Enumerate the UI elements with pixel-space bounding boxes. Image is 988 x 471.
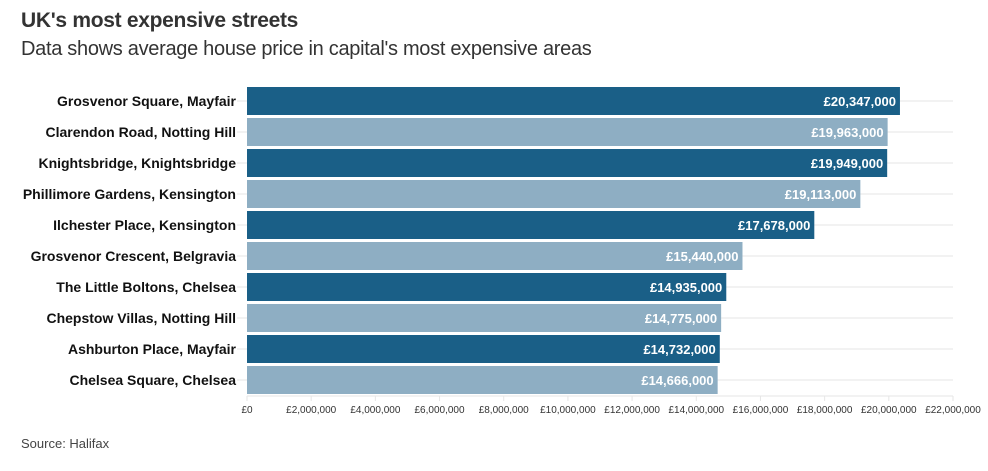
bar (247, 87, 900, 115)
bar (247, 118, 888, 146)
category-label: Ashburton Place, Mayfair (68, 341, 237, 357)
bar (247, 273, 727, 301)
bars (247, 87, 900, 394)
bar (247, 242, 743, 270)
tick-label: £14,000,000 (668, 405, 724, 416)
category-label: The Little Boltons, Chelsea (56, 279, 236, 295)
value-label: £14,666,000 (641, 373, 713, 388)
category-label: Knightsbridge, Knightsbridge (38, 155, 236, 171)
value-label: £19,949,000 (811, 156, 883, 171)
tick-label: £22,000,000 (925, 405, 981, 416)
x-axis-ticks: £0 £2,000,000 £4,000,000 £6,000,000 £8,000,0… (241, 405, 981, 416)
tick-label: £0 (241, 405, 253, 416)
tick-label: £2,000,000 (286, 405, 336, 416)
value-label: £20,347,000 (824, 94, 896, 109)
category-label: Clarendon Road, Notting Hill (45, 124, 236, 140)
tick-label: £16,000,000 (733, 405, 789, 416)
bar (247, 180, 861, 208)
tick-label: £20,000,000 (861, 405, 917, 416)
bar (247, 335, 720, 363)
bar (247, 304, 722, 332)
value-label: £14,775,000 (645, 311, 717, 326)
category-label: Chelsea Square, Chelsea (69, 372, 236, 388)
bar (247, 211, 815, 239)
category-label: Grosvenor Crescent, Belgravia (31, 248, 237, 264)
category-label: Ilchester Place, Kensington (53, 217, 236, 233)
category-label: Grosvenor Square, Mayfair (57, 93, 237, 109)
tick-label: £18,000,000 (797, 405, 853, 416)
value-label: £19,963,000 (811, 125, 883, 140)
value-labels: £20,347,000 £19,963,000 £19,949,000 £19,113… (641, 94, 896, 388)
chart-subtitle: Data shows average house price in capita… (21, 38, 592, 60)
category-label: Phillimore Gardens, Kensington (23, 186, 236, 202)
value-label: £19,113,000 (785, 187, 857, 202)
value-label: £15,440,000 (666, 249, 738, 264)
tick-label: £6,000,000 (415, 405, 465, 416)
tick-label: £4,000,000 (350, 405, 400, 416)
value-label: £17,678,000 (738, 218, 810, 233)
category-label: Chepstow Villas, Notting Hill (46, 310, 236, 326)
tick-label: £10,000,000 (540, 405, 596, 416)
value-label: £14,935,000 (650, 280, 722, 295)
source-note: Source: Halifax (21, 436, 110, 451)
bar-chart: Grosvenor Square, Mayfair Clarendon Road,… (23, 87, 981, 416)
bar (247, 366, 718, 394)
chart-title: UK's most expensive streets (21, 9, 299, 32)
bar (247, 149, 888, 177)
tick-label: £12,000,000 (604, 405, 660, 416)
tick-label: £8,000,000 (479, 405, 529, 416)
category-labels: Grosvenor Square, Mayfair Clarendon Road,… (23, 93, 237, 388)
value-label: £14,732,000 (643, 342, 715, 357)
